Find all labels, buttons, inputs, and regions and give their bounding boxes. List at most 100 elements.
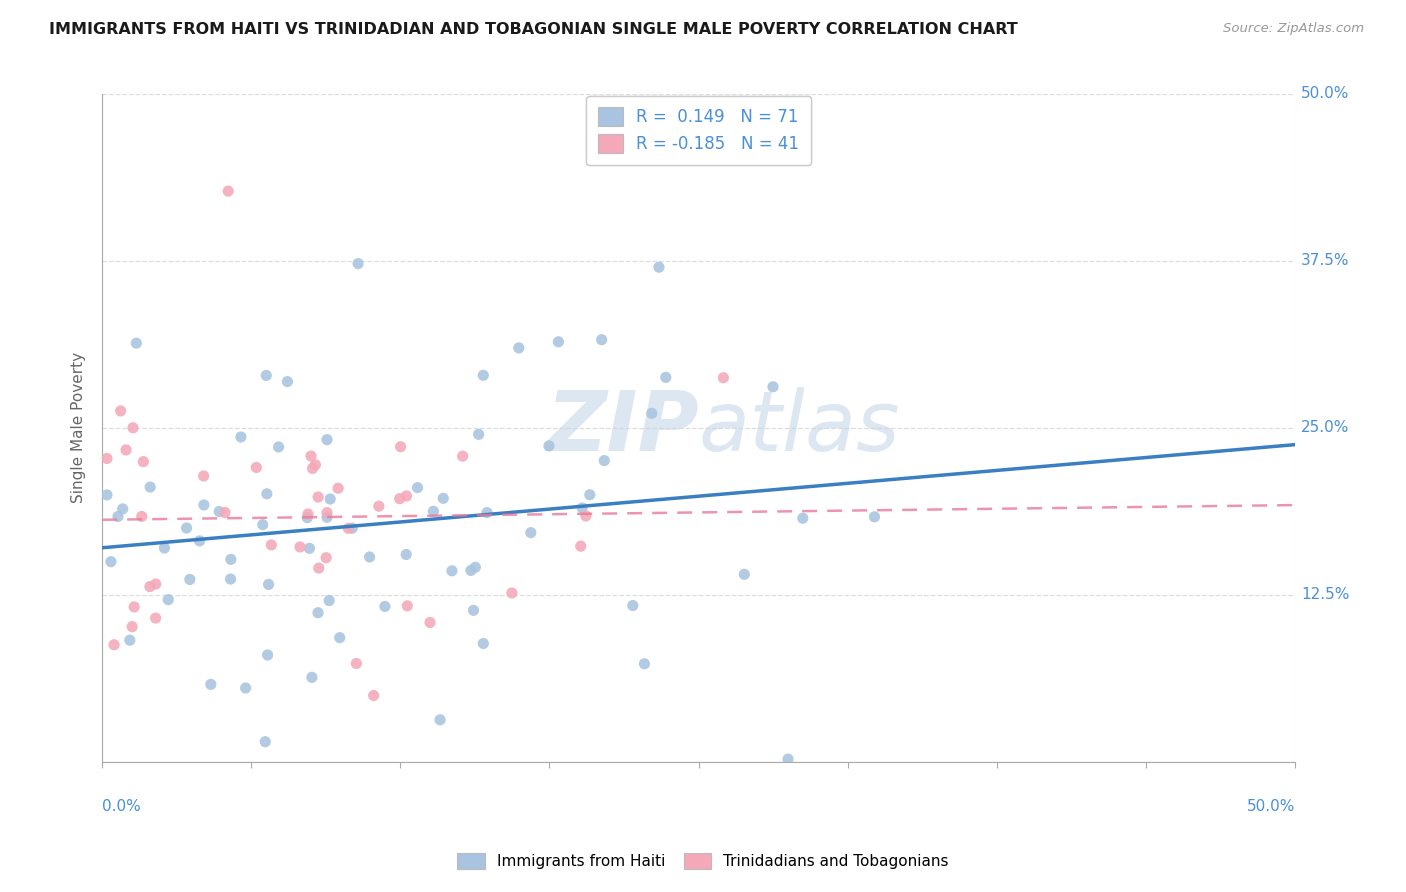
Point bbox=[329, 631, 352, 645]
Point bbox=[235, 681, 257, 695]
Point bbox=[319, 491, 342, 506]
Point bbox=[254, 735, 277, 749]
Point bbox=[308, 561, 330, 575]
Legend: Immigrants from Haiti, Trinidadians and Tobagonians: Immigrants from Haiti, Trinidadians and … bbox=[451, 847, 955, 875]
Point bbox=[153, 541, 176, 555]
Point bbox=[219, 572, 242, 586]
Point bbox=[139, 580, 162, 594]
Point bbox=[132, 455, 155, 469]
Point bbox=[464, 560, 486, 574]
Point bbox=[267, 440, 290, 454]
Point bbox=[245, 460, 267, 475]
Point bbox=[214, 506, 236, 520]
Point bbox=[655, 370, 678, 384]
Text: 50.0%: 50.0% bbox=[1301, 87, 1350, 102]
Point bbox=[467, 427, 489, 442]
Point bbox=[301, 461, 323, 475]
Point bbox=[176, 521, 198, 535]
Point bbox=[219, 552, 242, 566]
Point bbox=[96, 451, 118, 466]
Point bbox=[318, 593, 340, 607]
Point bbox=[429, 713, 451, 727]
Text: atlas: atlas bbox=[699, 387, 900, 468]
Text: Source: ZipAtlas.com: Source: ZipAtlas.com bbox=[1223, 22, 1364, 36]
Point bbox=[256, 648, 278, 662]
Point bbox=[347, 257, 370, 271]
Point bbox=[188, 533, 211, 548]
Point bbox=[460, 564, 482, 578]
Text: ZIP: ZIP bbox=[546, 387, 699, 468]
Point bbox=[396, 599, 419, 613]
Point bbox=[257, 577, 280, 591]
Point bbox=[374, 599, 396, 614]
Point bbox=[111, 502, 134, 516]
Point bbox=[451, 449, 474, 463]
Point bbox=[395, 489, 418, 503]
Point bbox=[432, 491, 454, 506]
Point bbox=[276, 375, 298, 389]
Point bbox=[359, 549, 381, 564]
Point bbox=[389, 440, 412, 454]
Point bbox=[593, 453, 616, 467]
Point bbox=[547, 334, 569, 349]
Point bbox=[633, 657, 655, 671]
Text: IMMIGRANTS FROM HAITI VS TRINIDADIAN AND TOBAGONIAN SINGLE MALE POVERTY CORRELAT: IMMIGRANTS FROM HAITI VS TRINIDADIAN AND… bbox=[49, 22, 1018, 37]
Text: 25.0%: 25.0% bbox=[1301, 420, 1350, 435]
Point bbox=[301, 670, 323, 684]
Point bbox=[733, 567, 755, 582]
Legend: R =  0.149   N = 71, R = -0.185   N = 41: R = 0.149 N = 71, R = -0.185 N = 41 bbox=[586, 95, 811, 165]
Point bbox=[107, 509, 129, 524]
Point bbox=[363, 689, 385, 703]
Point bbox=[288, 540, 311, 554]
Text: 50.0%: 50.0% bbox=[1247, 798, 1295, 814]
Point bbox=[762, 380, 785, 394]
Point bbox=[344, 657, 367, 671]
Point bbox=[863, 509, 886, 524]
Point bbox=[621, 599, 644, 613]
Point bbox=[340, 521, 363, 535]
Point bbox=[778, 752, 800, 766]
Point bbox=[472, 636, 495, 650]
Point bbox=[103, 638, 125, 652]
Point bbox=[100, 555, 122, 569]
Point bbox=[316, 433, 339, 447]
Point bbox=[419, 615, 441, 630]
Point bbox=[256, 487, 278, 501]
Point bbox=[115, 442, 138, 457]
Point bbox=[307, 606, 329, 620]
Point bbox=[145, 611, 167, 625]
Point bbox=[388, 491, 411, 506]
Point bbox=[299, 449, 322, 463]
Point bbox=[307, 490, 329, 504]
Point bbox=[578, 488, 600, 502]
Point bbox=[121, 620, 143, 634]
Point bbox=[537, 439, 560, 453]
Point bbox=[501, 586, 523, 600]
Point bbox=[316, 506, 339, 520]
Point bbox=[337, 521, 360, 535]
Point bbox=[406, 481, 429, 495]
Point bbox=[508, 341, 530, 355]
Point bbox=[326, 481, 349, 495]
Point bbox=[208, 504, 231, 518]
Point bbox=[571, 500, 593, 515]
Point bbox=[315, 550, 337, 565]
Text: 37.5%: 37.5% bbox=[1301, 253, 1350, 268]
Point bbox=[316, 510, 339, 524]
Point bbox=[229, 430, 252, 444]
Point bbox=[217, 184, 239, 198]
Point bbox=[297, 510, 319, 524]
Point bbox=[463, 603, 485, 617]
Point bbox=[475, 506, 498, 520]
Point bbox=[641, 406, 664, 420]
Point bbox=[145, 577, 167, 591]
Point bbox=[591, 333, 613, 347]
Point bbox=[157, 592, 180, 607]
Point bbox=[711, 370, 734, 384]
Point bbox=[260, 538, 283, 552]
Point bbox=[648, 260, 671, 275]
Point bbox=[298, 541, 321, 556]
Text: 12.5%: 12.5% bbox=[1301, 587, 1350, 602]
Point bbox=[122, 421, 145, 435]
Point bbox=[395, 548, 418, 562]
